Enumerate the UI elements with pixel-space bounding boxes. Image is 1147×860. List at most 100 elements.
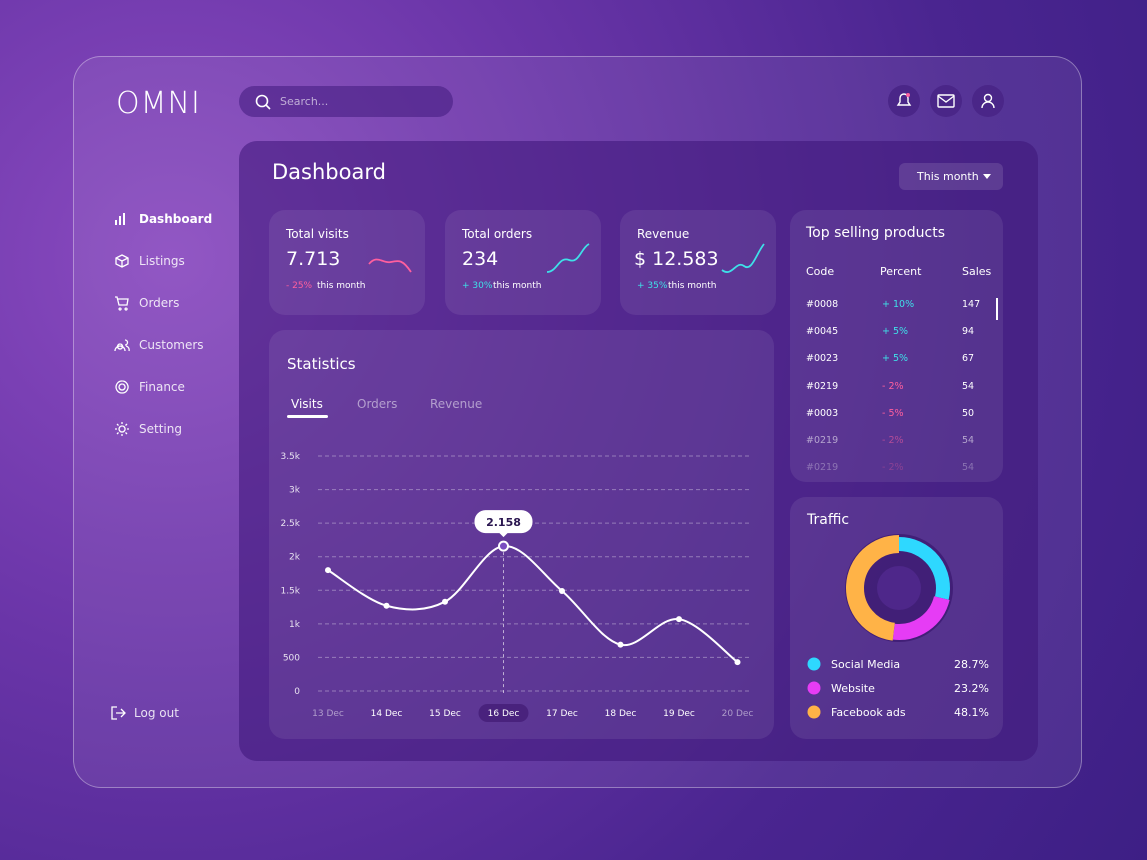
table-cell: #0219 (806, 380, 839, 392)
icon-shape (115, 380, 129, 394)
nav-icon (115, 296, 129, 311)
point (442, 598, 448, 605)
icon-shape (115, 422, 129, 436)
notification-button[interactable] (888, 85, 920, 117)
point (383, 602, 390, 609)
nav-icon (114, 339, 130, 352)
table-cell: #0003 (806, 407, 839, 419)
profile-button[interactable] (972, 85, 1004, 117)
table-cell: #0008 (806, 299, 839, 310)
period-select[interactable]: This month (899, 163, 1003, 190)
nav-item[interactable]: Listings (139, 254, 185, 268)
table-cell: 50 (962, 407, 975, 419)
tab[interactable]: Revenue (430, 397, 482, 411)
y-tick-label: 1k (289, 620, 301, 630)
legend-label: Facebook ads (831, 706, 906, 719)
y-tick-label: 1.5k (280, 586, 300, 596)
column-header: Code (806, 265, 835, 278)
x-tick-label: 16 Dec (488, 709, 520, 719)
mail-button[interactable] (930, 85, 962, 117)
table-cell: #0045 (806, 326, 839, 338)
x-highlight (478, 704, 529, 722)
y-tick-label: 0 (294, 687, 300, 697)
nav-item[interactable]: Orders (139, 296, 180, 310)
nav-icon (115, 380, 129, 394)
main-panel (239, 141, 1038, 761)
sparkline (546, 243, 590, 273)
statistics-chart: Statistics Visits Orders Revenue 0 500 1k 1.5k 2… (280, 355, 753, 722)
search-placeholder: Search... (280, 95, 329, 108)
nav-item[interactable]: Customers (139, 338, 204, 352)
table-cell: - 2% (882, 435, 904, 446)
sparkline-path (546, 243, 590, 273)
icon-shape (115, 296, 129, 311)
nav-icon (115, 254, 129, 268)
kpi-value: $ 12.583 (634, 248, 719, 270)
donut-hole (877, 566, 921, 610)
sparkline (368, 258, 412, 273)
kpi-label: Revenue (637, 227, 690, 241)
kpi-note: this month (493, 281, 542, 291)
brand: OMNI (116, 86, 201, 121)
kpi-value: 234 (462, 248, 499, 270)
y-tick-label: 500 (283, 653, 300, 663)
icon-shape (115, 254, 129, 268)
tab[interactable]: Visits (291, 397, 323, 411)
tooltip-label: 2.158 (486, 516, 521, 529)
y-tick-label: 2k (289, 553, 301, 563)
table-cell: 54 (962, 380, 975, 392)
table-cell: 67 (962, 353, 975, 365)
table-cell: - 5% (882, 407, 904, 419)
nav-item[interactable]: Finance (139, 380, 185, 394)
x-tick-label: 15 Dec (429, 709, 461, 719)
sparkline-path (368, 258, 412, 273)
kpi-label: Total visits (286, 227, 349, 241)
kpi-card: Revenue $ 12.583 + 35% this month (620, 210, 776, 315)
table-cell: + 10% (882, 299, 915, 310)
x-tick-label: 19 Dec (663, 709, 695, 719)
chart-title: Traffic (806, 512, 849, 528)
point (734, 659, 741, 666)
table-cell: #0219 (806, 435, 839, 446)
kpi-card: Total orders 234 + 30% this month (445, 210, 601, 315)
kpi-change: + 30% (462, 281, 493, 291)
column-header: Percent (880, 265, 922, 278)
y-tick-label: 3.5k (280, 452, 300, 462)
legend-value: 48.1% (954, 706, 989, 719)
search-box[interactable]: Search... (239, 86, 453, 117)
logout-icon (111, 706, 126, 720)
tooltip-pointer (498, 532, 509, 538)
table-cell: 94 (962, 326, 975, 338)
nav-item[interactable]: Setting (139, 422, 182, 436)
legend-value: 28.7% (954, 658, 989, 671)
traffic-chart: Traffic Social Media 28.7% Website 23.2% Face… (806, 512, 989, 719)
statistics-card (269, 330, 774, 739)
logout[interactable]: Log out (134, 706, 179, 720)
x-tick-label: 13 Dec (312, 709, 344, 719)
legend-dot (807, 657, 821, 671)
table-cell: #0219 (806, 462, 839, 474)
table-cell: + 5% (882, 326, 909, 338)
kpi-change: + 35% (637, 281, 668, 291)
legend-dot (807, 681, 821, 695)
y-tick-label: 2.5k (280, 519, 300, 529)
icon-shape (115, 213, 125, 225)
header-icons (888, 85, 1004, 117)
caret (983, 174, 991, 179)
table-cell: + 5% (882, 353, 909, 365)
chart-title: Statistics (287, 355, 356, 373)
table-cell: - 2% (882, 380, 904, 392)
kpi-card: Total visits 7.713 - 25% this month (269, 210, 425, 315)
kpi-value: 7.713 (286, 248, 341, 270)
kpi-note: this month (668, 281, 717, 291)
icon-shape (114, 339, 130, 352)
search-icon (255, 94, 271, 110)
nav-icon (115, 422, 129, 436)
legend-label: Social Media (831, 658, 900, 671)
nav-item[interactable]: Dashboard (139, 212, 213, 226)
tab[interactable]: Orders (357, 397, 397, 411)
x-tick-label: 14 Dec (371, 709, 403, 719)
tab-underline (287, 415, 328, 418)
products-card: Top selling products (790, 210, 1003, 482)
